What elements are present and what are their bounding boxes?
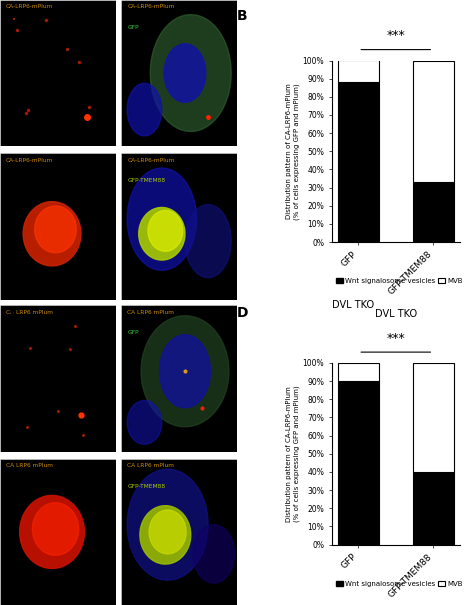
Bar: [413, 60, 454, 182]
Text: DVL TKO: DVL TKO: [375, 309, 417, 319]
Text: GFP: GFP: [127, 25, 139, 30]
Bar: [337, 60, 379, 82]
Polygon shape: [164, 44, 206, 102]
Text: CA LRP6 mPlum: CA LRP6 mPlum: [127, 310, 174, 315]
Polygon shape: [23, 201, 81, 266]
Text: ***: ***: [386, 332, 405, 345]
Polygon shape: [160, 335, 210, 408]
Text: DVL TKO: DVL TKO: [332, 300, 374, 310]
Text: CONTROL: CONTROL: [8, 378, 16, 415]
Bar: [413, 472, 454, 544]
Polygon shape: [150, 15, 231, 131]
Text: GFP-TMEM88: GFP-TMEM88: [9, 483, 15, 528]
Polygon shape: [127, 83, 162, 136]
Text: CA-LRP6-mPlum: CA-LRP6-mPlum: [127, 4, 174, 10]
Text: GFP-TMEM88: GFP-TMEM88: [127, 484, 165, 489]
Text: CONTROL: CONTROL: [8, 81, 16, 119]
Polygon shape: [140, 506, 191, 564]
Bar: [337, 82, 379, 242]
Text: CA LRP6 mPlum: CA LRP6 mPlum: [6, 310, 53, 315]
Polygon shape: [139, 208, 185, 260]
Text: CA LRP6 mPlum: CA LRP6 mPlum: [6, 463, 53, 468]
Polygon shape: [127, 469, 208, 580]
Text: D: D: [237, 306, 248, 319]
Text: CA-LRP6-mPlum: CA-LRP6-mPlum: [127, 158, 174, 163]
Text: ***: ***: [386, 30, 405, 42]
Bar: [413, 182, 454, 242]
Bar: [337, 381, 379, 544]
Text: B: B: [237, 9, 247, 23]
Bar: [413, 363, 454, 472]
Polygon shape: [141, 316, 229, 427]
Text: GFP: GFP: [127, 330, 139, 335]
Text: C: C: [9, 306, 20, 319]
Polygon shape: [193, 525, 235, 583]
Polygon shape: [127, 401, 162, 444]
Text: CA-LRP6-mPlum: CA-LRP6-mPlum: [6, 4, 53, 10]
Text: GFP-TMEM88: GFP-TMEM88: [127, 178, 165, 183]
Polygon shape: [185, 204, 231, 278]
Polygon shape: [35, 206, 76, 253]
Text: A: A: [9, 9, 20, 23]
Polygon shape: [32, 503, 79, 555]
Text: GFP-TMEM88: GFP-TMEM88: [9, 192, 15, 237]
Text: CA-LRP6-mPlum: CA-LRP6-mPlum: [6, 158, 53, 163]
Polygon shape: [127, 168, 197, 270]
Polygon shape: [149, 510, 186, 554]
Legend: Wnt signalosome vesicles, MVB: Wnt signalosome vesicles, MVB: [333, 578, 466, 589]
Text: CA LRP6 mPlum: CA LRP6 mPlum: [127, 463, 174, 468]
Polygon shape: [19, 495, 84, 569]
Legend: Wnt signalosome vesicles, MVB: Wnt signalosome vesicles, MVB: [333, 275, 466, 287]
Y-axis label: Distribution pattern of CA-LRP6-mPlum
(% of cells expressing GFP and mPlum): Distribution pattern of CA-LRP6-mPlum (%…: [286, 385, 300, 522]
Bar: [337, 363, 379, 381]
Polygon shape: [148, 211, 182, 251]
Y-axis label: Distribution pattern of CA-LRP6-mPlum
(% of cells expressing GFP and mPlum): Distribution pattern of CA-LRP6-mPlum (%…: [286, 83, 300, 220]
